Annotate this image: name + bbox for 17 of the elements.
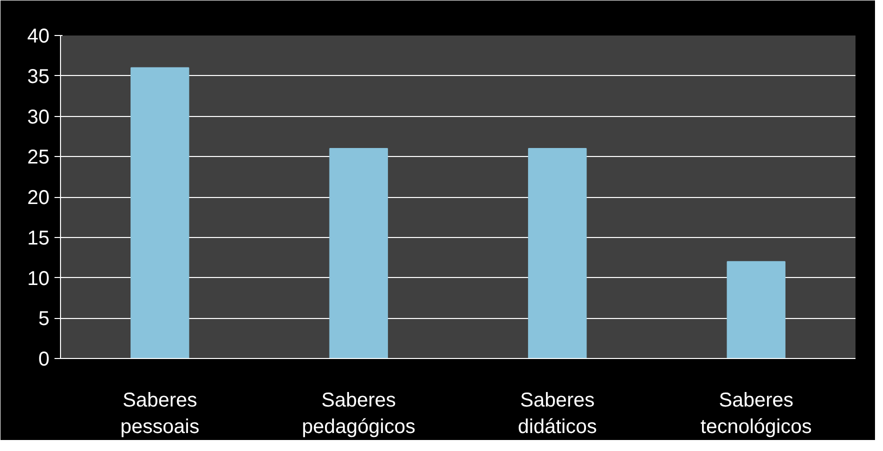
bar xyxy=(130,67,190,358)
bar xyxy=(726,261,786,358)
x-tick-label: Saberes pedagógicos xyxy=(302,390,416,438)
bar xyxy=(329,148,388,358)
y-tick-label: 40 xyxy=(27,26,50,48)
y-tick-label: 30 xyxy=(27,106,50,128)
x-tick-label: Saberes pessoais xyxy=(120,390,200,438)
y-tick-label: 25 xyxy=(27,146,50,169)
y-tick-label: 0 xyxy=(38,348,50,370)
y-tick-label: 5 xyxy=(38,308,50,330)
x-tick-label: Saberes tecnológicos xyxy=(700,390,812,438)
y-tick-label: 20 xyxy=(27,187,50,209)
x-tick-label: Saberes didáticos xyxy=(518,390,597,438)
y-tick-label: 15 xyxy=(27,227,50,250)
y-tick-label: 10 xyxy=(27,268,50,290)
y-tick-label: 35 xyxy=(27,66,50,88)
bar xyxy=(528,148,587,358)
